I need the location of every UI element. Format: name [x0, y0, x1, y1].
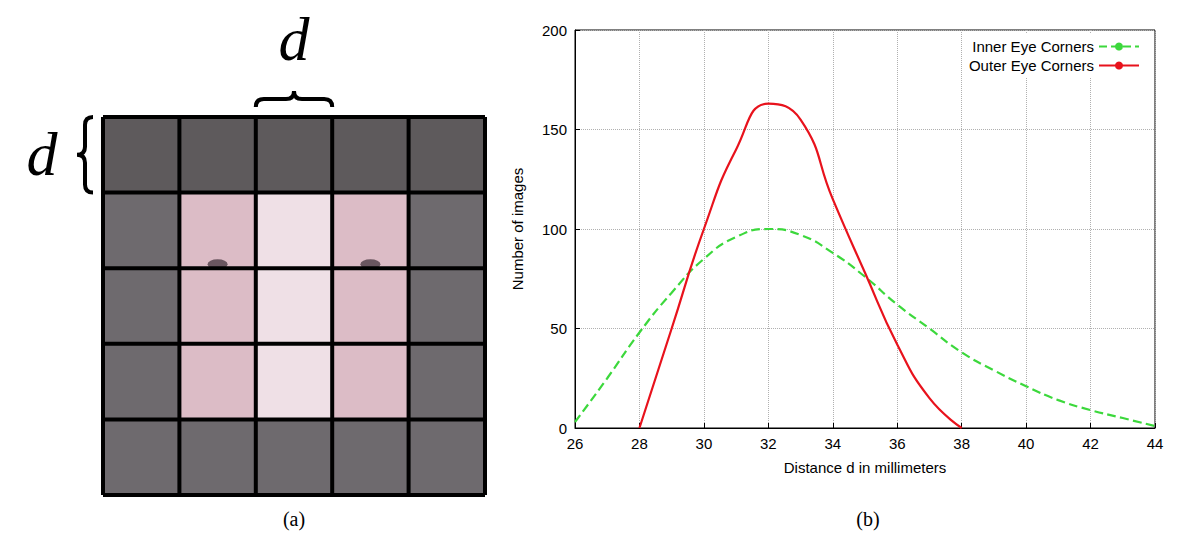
svg-text:44: 44 [1147, 435, 1164, 452]
svg-text:28: 28 [631, 435, 648, 452]
svg-text:26: 26 [567, 435, 584, 452]
svg-text:38: 38 [953, 435, 970, 452]
svg-text:42: 42 [1082, 435, 1099, 452]
svg-text:Distance d in millimeters: Distance d in millimeters [784, 459, 947, 476]
svg-text:Number of images: Number of images [509, 168, 526, 291]
svg-text:d: d [27, 120, 59, 188]
html-text:(a): (a) [282, 508, 306, 530]
svg-text:Inner Eye Corners: Inner Eye Corners [972, 38, 1094, 55]
svg-text:100: 100 [542, 221, 567, 238]
svg-text:d: d [279, 5, 311, 73]
svg-text:Outer Eye Corners: Outer Eye Corners [969, 57, 1094, 74]
svg-text:50: 50 [550, 320, 567, 337]
svg-text:34: 34 [824, 435, 841, 452]
svg-text:30: 30 [696, 435, 713, 452]
svg-text:36: 36 [889, 435, 906, 452]
svg-text:150: 150 [542, 121, 567, 138]
svg-text:32: 32 [760, 435, 777, 452]
html-text:(b): (b) [856, 508, 880, 530]
svg-text:40: 40 [1018, 435, 1035, 452]
svg-text:0: 0 [559, 420, 567, 437]
svg-text:200: 200 [542, 22, 567, 39]
